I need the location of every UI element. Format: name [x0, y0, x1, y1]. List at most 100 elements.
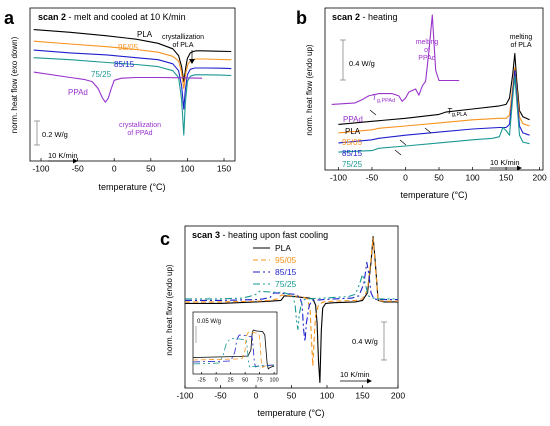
- panel-b-y-axis-label: norm. heat flow (endo up): [305, 44, 314, 135]
- panel-b-tg-arrow-2: [424, 127, 432, 134]
- panel-c-inset-tick-label: 100: [270, 378, 279, 384]
- panel-a-annotation-crystallization-ppad-line2: of PPAd: [127, 130, 152, 137]
- panel-a-rate-label: 10 K/min: [48, 151, 78, 160]
- panel-c-series: [185, 236, 398, 384]
- panel-b-label: b: [296, 8, 307, 28]
- panel-a-series: [33, 29, 232, 136]
- panel-a-annotation-crystallization-pla-line2: of PLA: [172, 42, 193, 49]
- panel-c-x-ticks: -100 -50 0 50 100 150 200: [176, 385, 405, 401]
- panel-b-label-ppad: PPAd: [343, 115, 363, 124]
- panel-b-annotation-melting-pla-line2: of PLA: [510, 42, 531, 49]
- panel-b-series-ppad: [331, 14, 460, 105]
- panel-b-label-85-15: 85/15: [342, 149, 363, 158]
- panel-c-inset-tick-label: 75: [257, 378, 263, 384]
- panel-c-legend-85-15: 85/15: [275, 267, 297, 277]
- panel-b-x-ticks: -100 -50 0 50 100 150 200: [330, 167, 547, 183]
- panel-a-x-axis-label: temperature (°C): [98, 182, 165, 192]
- panel-a-series-pla: [33, 29, 232, 83]
- panel-c-tick-label: 150: [355, 391, 369, 401]
- panel-a-series-75-25: [33, 57, 232, 136]
- panel-a-tick-label: 100: [180, 164, 194, 174]
- panel-b-series-75-25: [338, 76, 530, 153]
- panel-a-scale-label: 0.2 W/g: [42, 130, 68, 139]
- panel-c-inset-scale-label: 0.05 W/g: [197, 319, 221, 325]
- panel-b-series-pla: [338, 53, 530, 125]
- panel-a-tick-label: -100: [32, 164, 49, 174]
- panel-a: a scan 2 - melt and cooled at 10 K/min -…: [4, 7, 236, 192]
- panel-a-series-85-15: [33, 49, 232, 110]
- panel-c-tick-label: 0: [254, 391, 259, 401]
- panel-a-title: scan 2 - melt and cooled at 10 K/min: [38, 12, 186, 22]
- panel-b-tick-label: 50: [434, 173, 444, 183]
- panel-b-title: scan 2 - heating: [332, 12, 398, 22]
- panel-a-label-75-25: 75/25: [91, 70, 112, 79]
- panel-a-label-pla: PLA: [137, 30, 153, 39]
- panel-a-tick-label: -50: [71, 164, 84, 174]
- panel-b-scale-label: 0.4 W/g: [349, 59, 375, 68]
- panel-b-annotation-melting-pla-line1: melting: [510, 34, 533, 41]
- panel-c-series-75-25: [185, 274, 398, 330]
- panel-c: c scan 3 - heating upon fast cooling -10…: [160, 225, 405, 418]
- panel-c-tick-label: -100: [176, 391, 193, 401]
- panel-c-label: c: [160, 229, 170, 249]
- panel-b-tick-label: -100: [330, 173, 347, 183]
- panel-a-label-95-05: 95/05: [118, 43, 139, 52]
- panel-b-series: [331, 14, 530, 153]
- panel-a-series-ppad: [33, 71, 203, 103]
- panel-c-tick-label: 50: [287, 391, 297, 401]
- panel-a-annotation-crystallization-pla-line1: crystallization: [162, 34, 204, 41]
- panel-c-inset-tick-label: 25: [228, 378, 234, 384]
- panel-b-label-75-25: 75/25: [342, 160, 363, 169]
- panel-b-x-axis-label: temperature (°C): [400, 190, 467, 200]
- panel-b-plot-frame: [324, 7, 544, 171]
- panel-a-tick-label: 150: [217, 164, 231, 174]
- panel-a-series-95-05: [33, 40, 232, 90]
- panel-b-tg-arrow-4: [394, 149, 402, 156]
- panel-a-plot-frame: [29, 7, 236, 162]
- panel-c-scale-label: 0.4 W/g: [352, 337, 378, 346]
- panel-c-legend-75-25: 75/25: [275, 279, 297, 289]
- panel-c-inset-series-75-25: [192, 338, 275, 368]
- panel-c-inset-tick-label: -25: [198, 378, 206, 384]
- panel-a-annotation-crystallization-ppad-line1: crystallization: [119, 122, 161, 129]
- panel-a-rate-arrow-head: [73, 158, 78, 164]
- panel-b-annotation-tg-pla: Tg,PLA: [447, 107, 467, 118]
- panel-b-tick-label: 150: [499, 173, 513, 183]
- panel-c-rate-arrow-head: [367, 378, 372, 384]
- panel-b-tg-arrow-3: [399, 139, 407, 146]
- panel-a-x-ticks: -100 -50 0 50 100 150: [32, 158, 231, 174]
- panel-c-inset-tick-label: 50: [242, 378, 248, 384]
- panel-c-legend-pla: PLA: [275, 243, 291, 253]
- panel-b-series-95-05: [338, 66, 530, 134]
- panel-c-y-axis-label: norm. heat flow (endo up): [165, 264, 174, 355]
- panel-b-rate-label: 10 K/min: [490, 158, 520, 167]
- panel-c-inset-x-ticks: -25 0 25 50 75 100: [198, 372, 279, 384]
- panel-c-inset-series-95-05: [192, 331, 275, 368]
- panel-c-series-85-15: [185, 261, 398, 342]
- panel-a-label-85-15: 85/15: [114, 60, 135, 69]
- panel-b-annotation-melting-ppad-line2: of: [424, 47, 430, 54]
- panel-b-annotation-melting-ppad-line3: PPAd: [418, 55, 435, 62]
- panel-a-tick-label: 0: [112, 164, 117, 174]
- panel-c-inset: -25 0 25 50 75 100 0.05 W/g: [192, 311, 279, 384]
- panel-c-legend: PLA 95/05 85/15 75/25: [253, 243, 297, 289]
- panel-b-tg-arrow-1: [369, 109, 377, 116]
- panel-b-tick-label: 100: [465, 173, 479, 183]
- panel-c-tick-label: -50: [214, 391, 227, 401]
- panel-b-annotation-melting-ppad-line1: melting: [416, 39, 439, 46]
- panel-a-tick-label: 50: [146, 164, 156, 174]
- panel-b-series-85-15: [338, 69, 530, 144]
- panel-b-tick-label: 0: [403, 173, 408, 183]
- panel-b-tick-label: -50: [366, 173, 379, 183]
- panel-c-title: scan 3 - heating upon fast cooling: [192, 230, 328, 240]
- panel-c-inset-tick-label: 0: [215, 378, 218, 384]
- panel-c-legend-95-05: 95/05: [275, 255, 297, 265]
- panel-b-label-95-05: 95/05: [342, 138, 363, 147]
- panel-c-inset-series: [192, 329, 275, 370]
- panel-c-inset-series-pla: [192, 329, 275, 370]
- panel-c-inset-frame: [192, 311, 278, 375]
- panel-a-label: a: [4, 8, 15, 28]
- panel-b: b scan 2 - heating -100 -50 0 50 100 150 200 t…: [296, 7, 547, 200]
- panel-c-x-axis-label: temperature (°C): [257, 408, 324, 418]
